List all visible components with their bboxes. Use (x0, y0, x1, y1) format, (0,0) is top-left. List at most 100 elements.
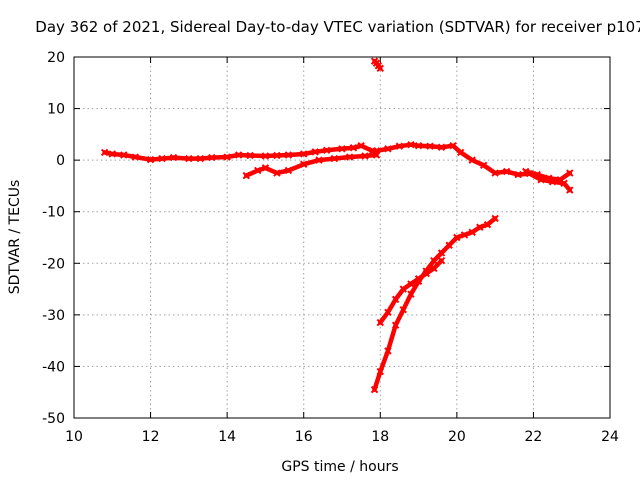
data-point (100, 148, 109, 157)
data-point (407, 290, 415, 298)
series-late-band-upper (522, 167, 574, 184)
data-point (361, 152, 369, 160)
series-late-band (372, 140, 574, 194)
data-point (300, 150, 308, 158)
data-point (399, 285, 407, 293)
data-point (445, 241, 453, 249)
data-point (422, 269, 430, 278)
data-point (242, 171, 250, 180)
data-point (468, 156, 476, 164)
chart-title: Day 362 of 2021, Sidereal Day-to-day VTE… (35, 18, 640, 36)
y-tick-label: -40 (42, 359, 65, 375)
data-point (273, 151, 281, 160)
data-point (246, 151, 254, 160)
data-point (384, 347, 392, 355)
data-point (384, 308, 392, 316)
data-point (311, 148, 319, 156)
data-point (395, 142, 404, 150)
data-point (315, 156, 323, 164)
data-point (322, 146, 331, 155)
x-tick-label: 12 (142, 429, 160, 445)
data-point (284, 166, 293, 175)
x-tick-label: 18 (371, 429, 389, 445)
data-point (502, 167, 511, 176)
x-tick-label: 10 (65, 429, 83, 445)
x-tick-label: 16 (295, 429, 313, 445)
data-point (234, 151, 243, 159)
data-point (533, 170, 541, 179)
data-point (376, 318, 384, 327)
x-tick-label: 22 (525, 429, 543, 445)
data-point (491, 169, 499, 177)
data-point (456, 148, 465, 157)
series-steep-arc (370, 214, 499, 394)
data-point (479, 161, 488, 170)
x-tick-label: 14 (218, 429, 236, 445)
data-point (476, 223, 484, 231)
data-point (146, 155, 155, 164)
x-axis-ticks: 10 12 14 16 18 20 22 24 (65, 57, 619, 445)
data-point (208, 153, 216, 162)
series-main-band (100, 141, 377, 164)
data-point (261, 164, 270, 172)
data-point (376, 64, 384, 73)
y-tick-label: 20 (47, 50, 65, 66)
x-axis-title: GPS time / hours (281, 459, 398, 475)
data-point (357, 141, 365, 150)
y-tick-label: 10 (47, 102, 65, 118)
data-point (430, 264, 438, 273)
data-point (185, 154, 193, 163)
data-point (169, 153, 178, 162)
data-point (223, 153, 231, 161)
data-point (407, 140, 415, 149)
data-point (514, 170, 522, 179)
data-point (384, 145, 392, 153)
data-point (284, 151, 293, 159)
data-point (468, 228, 476, 237)
data-point (414, 141, 423, 150)
data-point (273, 169, 281, 177)
data-point (483, 220, 492, 229)
data-point (399, 305, 407, 314)
data-point (372, 147, 381, 155)
y-tick-label: -10 (42, 205, 65, 221)
data-point (376, 367, 384, 376)
data-point (338, 145, 346, 153)
data-point (430, 256, 438, 265)
data-point (158, 154, 166, 163)
data-point (414, 275, 423, 283)
data-point (407, 280, 415, 288)
data-point (556, 176, 564, 184)
y-axis-title: SDTVAR / TECUs (7, 180, 23, 295)
data-point (522, 167, 530, 176)
y-tick-label: -50 (42, 411, 65, 427)
data-point (300, 160, 308, 168)
data-point (391, 321, 400, 329)
series-layer (100, 57, 574, 394)
y-tick-label: 0 (56, 153, 65, 169)
data-point (460, 231, 469, 239)
series-top-fragment (370, 57, 384, 73)
y-tick-label: -30 (42, 308, 65, 324)
data-point (437, 256, 446, 265)
data-point (196, 154, 205, 163)
data-point (108, 150, 116, 158)
data-point (330, 154, 339, 163)
data-point (426, 142, 434, 150)
data-point (449, 141, 457, 150)
data-point (491, 214, 499, 223)
data-point (391, 295, 400, 304)
data-point (131, 153, 139, 161)
plot-frame (73, 56, 611, 419)
grid-layer (74, 57, 610, 418)
data-point (120, 151, 128, 159)
data-point (261, 152, 270, 160)
x-tick-label: 24 (601, 429, 619, 445)
y-axis-ticks: -50 -40 -30 -20 -10 0 10 20 (42, 50, 610, 427)
data-point (453, 233, 461, 242)
data-point (545, 174, 553, 182)
data-point (566, 186, 574, 194)
data-point (566, 169, 574, 177)
